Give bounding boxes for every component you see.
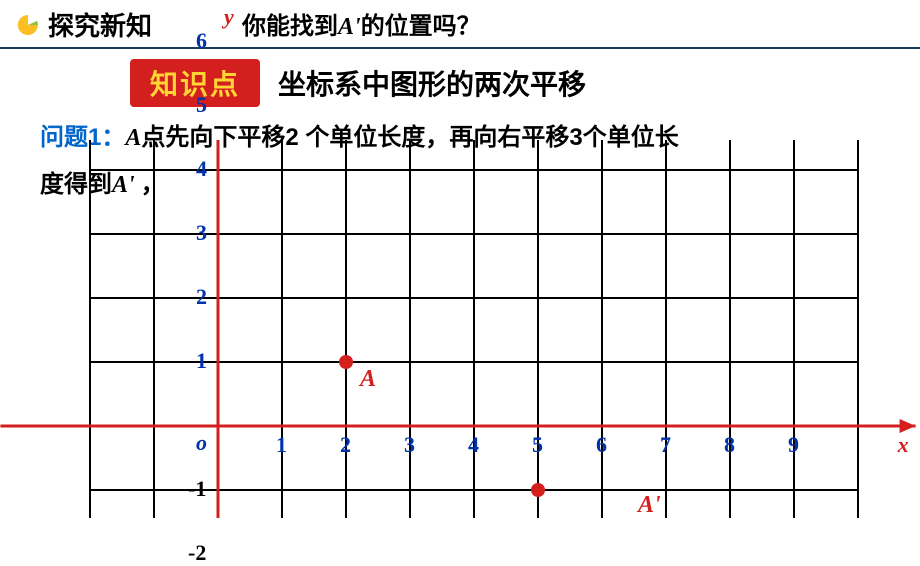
x-tick-9: 9 xyxy=(788,432,799,458)
x-tick-7: 7 xyxy=(660,432,671,458)
y-tick-1: 1 xyxy=(196,348,207,374)
x-tick-2: 2 xyxy=(340,432,351,458)
x-tick-4: 4 xyxy=(468,432,479,458)
coordinate-chart: y x o 你能找到A'的位置吗？ 123456789123456-1-2 AA… xyxy=(0,140,920,518)
y-tick-neg-2: -2 xyxy=(188,540,206,566)
y-tick-3: 3 xyxy=(196,220,207,246)
y-axis-label: y xyxy=(224,4,234,30)
x-tick-6: 6 xyxy=(596,432,607,458)
x-tick-8: 8 xyxy=(724,432,735,458)
y-tick-6: 6 xyxy=(196,28,207,54)
x-tick-5: 5 xyxy=(532,432,543,458)
y-tick-2: 2 xyxy=(196,284,207,310)
pacman-icon xyxy=(16,13,40,37)
y-tick-5: 5 xyxy=(196,92,207,118)
topic-badge: 知识点 xyxy=(130,59,260,107)
point-Ap xyxy=(531,483,545,497)
point-label-A: A xyxy=(360,366,376,393)
x-tick-1: 1 xyxy=(276,432,287,458)
origin-label: o xyxy=(196,430,207,456)
section-title: 探究新知 xyxy=(48,6,152,43)
x-tick-3: 3 xyxy=(404,432,415,458)
y-tick-neg-1: -1 xyxy=(188,476,206,502)
question-overlay: 你能找到A'的位置吗？ xyxy=(242,6,481,41)
point-label-Ap: A' xyxy=(638,492,661,519)
x-axis-label: x xyxy=(898,432,909,458)
topic-title: 坐标系中图形的两次平移 xyxy=(278,63,586,103)
header-rule xyxy=(0,47,920,49)
point-A xyxy=(339,355,353,369)
y-tick-4: 4 xyxy=(196,156,207,182)
